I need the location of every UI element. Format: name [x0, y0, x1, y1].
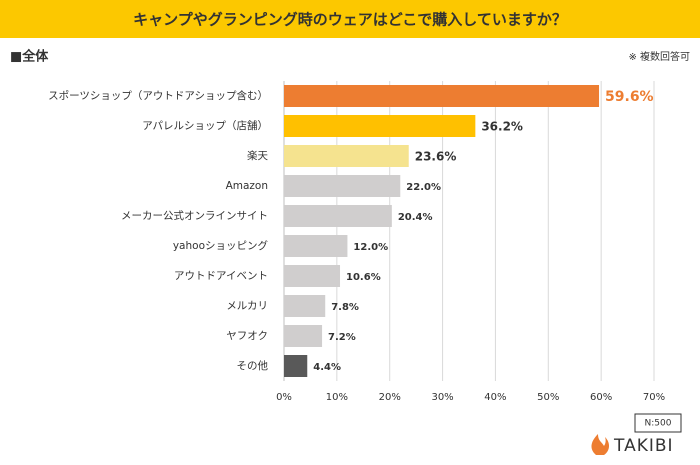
- y-tick-label: アウトドアイベント: [174, 270, 268, 282]
- value-label: 10.6%: [346, 272, 381, 283]
- bar: [284, 355, 308, 377]
- x-tick-label: 60%: [590, 392, 612, 403]
- brand: TAKIBI: [613, 436, 674, 456]
- x-tick-label: 70%: [643, 392, 665, 403]
- segment-label: ■全体: [10, 49, 49, 65]
- bar: [284, 205, 392, 227]
- value-label: 7.8%: [331, 302, 359, 313]
- bar: [284, 235, 348, 257]
- value-label: 20.4%: [398, 212, 433, 223]
- value-label: 23.6%: [415, 150, 457, 164]
- y-tick-label: スポーツショップ（アウトドアショップ含む）: [48, 89, 268, 102]
- x-tick-label: 10%: [326, 392, 348, 403]
- sample-box: [634, 413, 682, 433]
- y-tick-label: その他: [237, 359, 269, 372]
- value-label: 22.0%: [406, 182, 441, 193]
- title-bar: [0, 0, 700, 38]
- y-tick-label: メーカー公式オンラインサイト: [121, 209, 268, 222]
- y-tick-label: 楽天: [247, 149, 268, 162]
- x-tick-label: 20%: [379, 392, 401, 403]
- bar: [284, 295, 326, 317]
- x-tick-label: 30%: [431, 392, 453, 403]
- value-label: 4.4%: [313, 362, 341, 373]
- bar: [284, 85, 600, 107]
- value-label: 59.6%: [605, 89, 654, 105]
- sample-size: N:500: [645, 419, 672, 429]
- x-tick-label: 50%: [537, 392, 559, 403]
- bar: [284, 115, 476, 137]
- note: ※ 複数回答可: [628, 50, 690, 63]
- y-tick-label: アパレルショップ（店舗）: [142, 119, 268, 132]
- x-tick-label: 40%: [484, 392, 506, 403]
- y-tick-label: ヤフオク: [226, 330, 268, 342]
- chart-title: キャンプやグランピング時のウェアはどこで購入していますか？: [133, 11, 567, 29]
- logo-flame: [591, 434, 610, 455]
- bar: [284, 265, 341, 287]
- value-label: 12.0%: [353, 242, 388, 253]
- value-label: 36.2%: [481, 120, 523, 134]
- y-tick-label: メルカリ: [226, 300, 268, 312]
- bar: [284, 175, 401, 197]
- y-tick-label: yahooショッピング: [173, 239, 269, 252]
- x-tick-label: 0%: [276, 392, 292, 403]
- bar: [284, 325, 323, 347]
- y-tick-label: Amazon: [226, 180, 268, 192]
- bar: [284, 145, 409, 167]
- value-label: 7.2%: [328, 332, 356, 343]
